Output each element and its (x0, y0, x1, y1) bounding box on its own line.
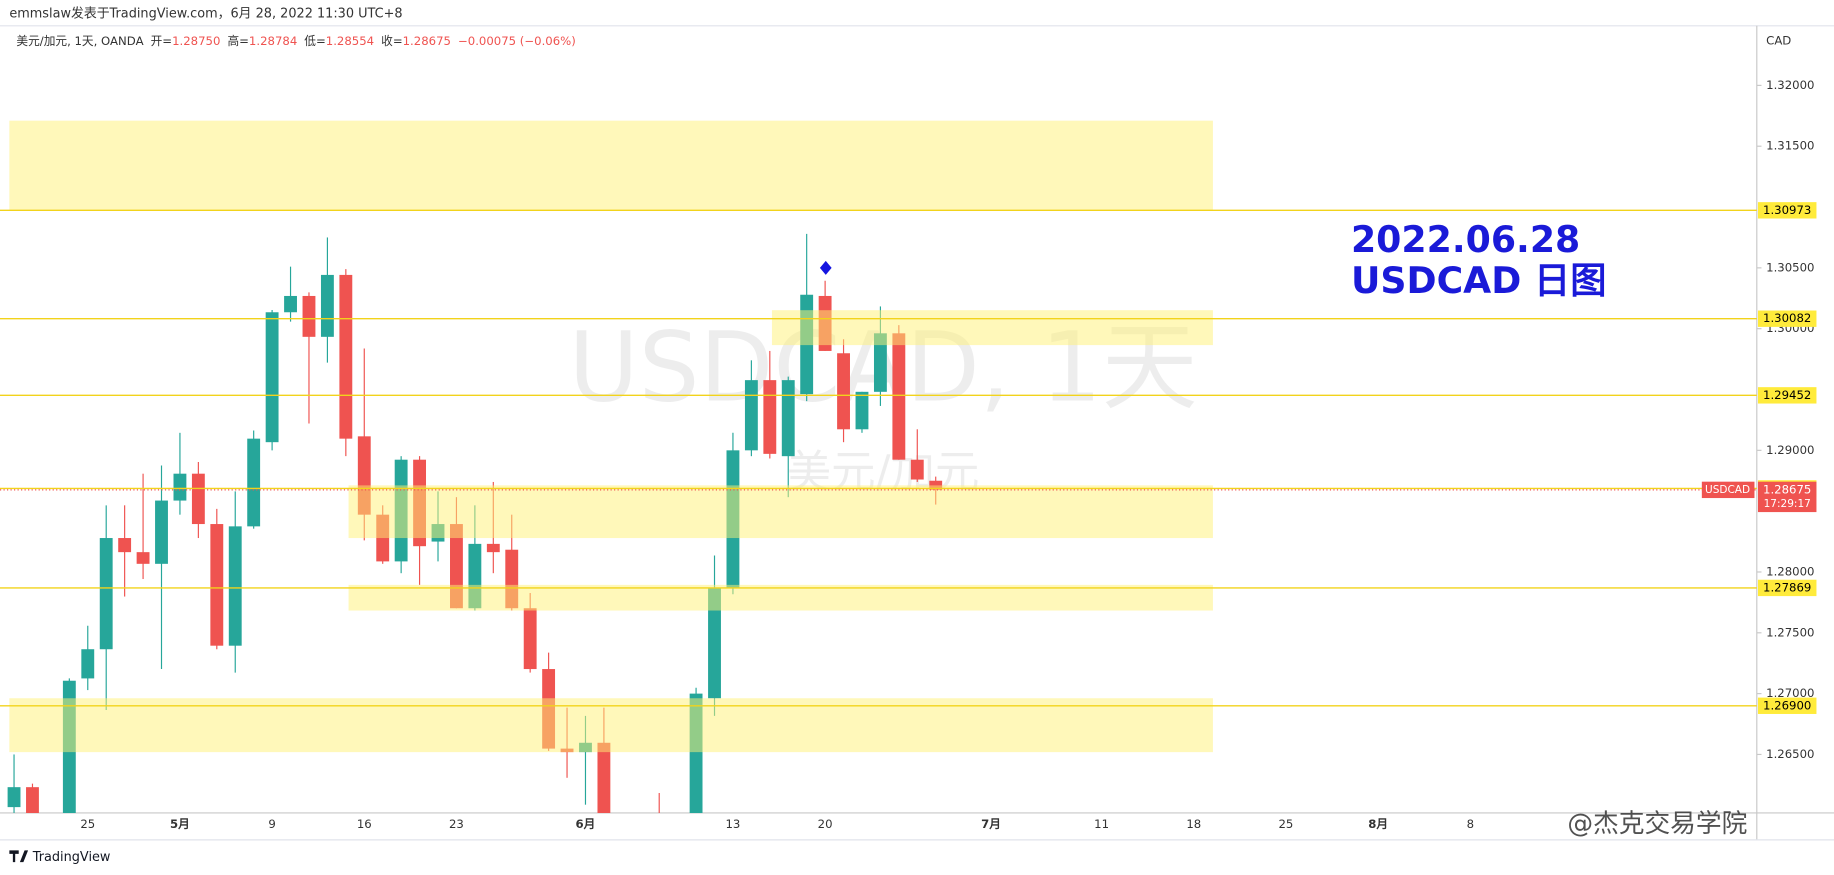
candle-body (597, 742, 611, 813)
level-label-box (1757, 310, 1817, 327)
x-tick-label: 7月 (981, 817, 1001, 831)
x-tick-label: 18 (1186, 817, 1201, 831)
candle-body (173, 473, 187, 501)
candle-body (339, 274, 353, 439)
x-tick-label: 25 (1279, 817, 1294, 831)
price-box (1757, 481, 1817, 513)
y-tick-label: 1.32000 (1766, 78, 1814, 92)
level-label-box (1757, 579, 1817, 597)
candle-body (7, 787, 21, 808)
y-tick-label: 1.27000 (1766, 686, 1814, 700)
level-label-box (1757, 202, 1817, 219)
zone (771, 310, 1213, 346)
candle-body (302, 295, 316, 337)
countdown-label: 17:29:17 (1764, 498, 1811, 510)
candle-body (81, 649, 95, 679)
candle-body (892, 333, 906, 460)
candle-body (653, 818, 666, 846)
annotation-date: 2022.06.28 (1351, 218, 1580, 261)
symbol-label: USDCAD (1705, 484, 1750, 496)
x-tick-label: 20 (818, 817, 833, 831)
candle-body (320, 274, 334, 337)
price-label: 1.28675 (1763, 482, 1811, 496)
candle-body (910, 459, 924, 480)
byline: emmslaw发表于TradingView.com，6月 28, 2022 11… (9, 6, 402, 22)
y-tick-label: 1.30500 (1766, 260, 1814, 274)
zone (9, 120, 1213, 211)
candle-body (228, 526, 242, 646)
zone (348, 584, 1213, 611)
candle-body (118, 538, 132, 553)
plot-area (7, 120, 1213, 846)
candle-body (781, 380, 795, 457)
y-tick-label: 1.26500 (1766, 747, 1814, 761)
level-label: 1.30973 (1763, 203, 1811, 217)
annotation-title: USDCAD 日图 (1351, 259, 1607, 302)
candle-body (523, 608, 537, 670)
candle-body (265, 312, 279, 443)
symbol-box (1701, 481, 1755, 499)
signal-marker (819, 260, 832, 275)
y-tick-label: 1.28000 (1766, 564, 1814, 578)
candle-body (763, 380, 777, 454)
legend-key: 开= (151, 33, 172, 47)
candle-body (99, 538, 113, 650)
x-tick-label: 9 (268, 817, 275, 831)
price-axis-unit: CAD (1766, 33, 1791, 47)
candle-body (744, 380, 758, 451)
level-label: 1.30082 (1763, 311, 1811, 325)
candle-body (708, 588, 721, 699)
x-tick-label: 23 (449, 817, 464, 831)
candle-body (929, 480, 943, 490)
legend-symbol: 美元/加元, 1天, OANDA (16, 33, 143, 47)
x-tick-label: 25 (80, 817, 95, 831)
legend-key: 低= (304, 33, 325, 47)
brand-logo (9, 850, 29, 863)
legend-key: 收= (381, 33, 402, 47)
x-tick-label: 5月 (170, 817, 190, 831)
candle-body (247, 438, 261, 527)
x-tick-label: 13 (726, 817, 741, 831)
candle-body (284, 295, 297, 313)
candle-body (136, 552, 150, 564)
level-label: 1.29452 (1763, 388, 1811, 402)
legend-value: 1.28675 (403, 33, 451, 47)
candle-body (837, 353, 850, 430)
candle-body (873, 333, 887, 392)
y-tick-label: 1.27500 (1766, 625, 1814, 639)
level-label-box (1757, 387, 1817, 404)
x-tick-label: 11 (1094, 817, 1109, 831)
y-tick-label: 1.31500 (1766, 139, 1814, 153)
zone (9, 698, 1213, 753)
zone (348, 485, 1213, 539)
brand-name: TradingView (32, 850, 111, 865)
legend: 美元/加元, 1天, OANDA 开=1.28750 高=1.28784 低=1.28… (16, 33, 575, 47)
legend-key: 高= (227, 33, 248, 47)
credit-watermark: @杰克交易学院 (1567, 809, 1747, 839)
candle-body (486, 543, 500, 553)
candle-body (855, 391, 869, 430)
x-tick-label: 6月 (576, 817, 596, 831)
legend-value: 1.28554 (326, 33, 374, 47)
candle-body (26, 787, 39, 813)
x-tick-label: 8 (1467, 817, 1474, 831)
x-tick-label: 8月 (1368, 817, 1388, 831)
level-label: 1.27869 (1763, 580, 1811, 594)
candle-body (155, 500, 168, 564)
legend-value: 1.28750 (172, 33, 220, 47)
candle-body (191, 473, 205, 525)
x-tick-label: 16 (357, 817, 372, 831)
legend-value: 1.28784 (249, 33, 297, 47)
level-label: 1.26900 (1763, 698, 1811, 712)
candle-body (210, 524, 224, 646)
y-tick-label: 1.29000 (1766, 443, 1814, 457)
level-label-box (1757, 697, 1817, 714)
legend-change: −0.00075 (−0.06%) (458, 33, 576, 47)
